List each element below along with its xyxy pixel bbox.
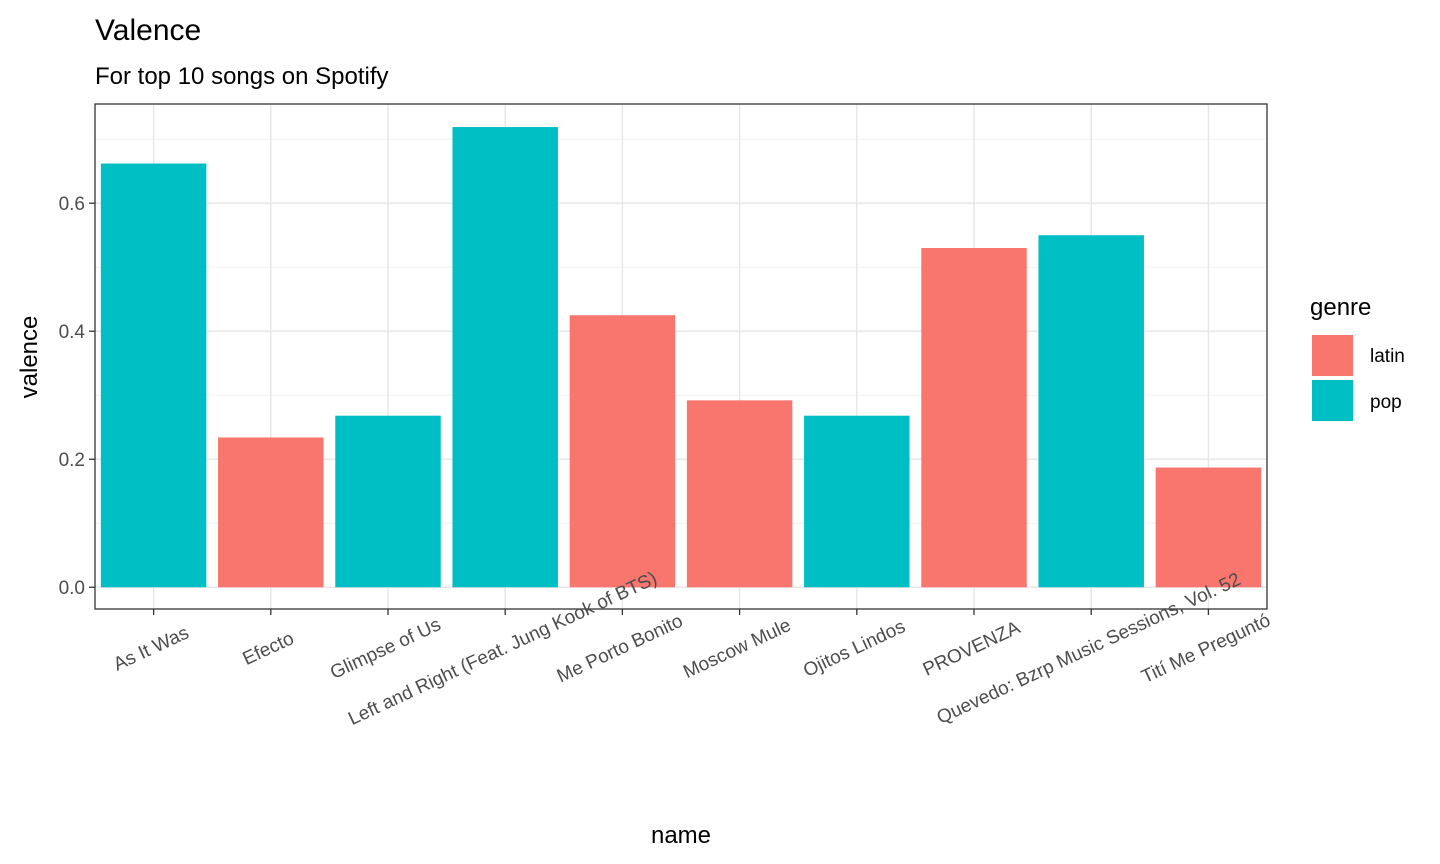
x-tick-label: Ojitos Lindos [800, 616, 908, 681]
y-tick-label: 0.2 [59, 450, 85, 471]
x-tick-label: Moscow Mule [680, 615, 794, 683]
y-tick-label: 0.0 [59, 578, 85, 599]
bar-pop [1038, 235, 1144, 588]
bar-latin [218, 437, 324, 588]
x-tick-label: PROVENZA [920, 617, 1024, 680]
bar-pop [100, 163, 207, 588]
legend-item-pop: pop [1311, 379, 1402, 422]
bar-latin [569, 315, 676, 588]
x-tick-label: As It Was [110, 622, 192, 675]
chart-title: Valence [95, 14, 201, 47]
legend-key-latin [1312, 335, 1353, 376]
bar-pop [452, 127, 558, 588]
chart-subtitle: For top 10 songs on Spotify [95, 63, 389, 90]
y-axis-title: valence [16, 316, 43, 399]
x-axis-title: name [651, 822, 711, 849]
plot-border [94, 103, 1268, 610]
legend-key-pop [1312, 380, 1353, 421]
bar-pop [804, 415, 910, 588]
bar-latin [1155, 467, 1262, 588]
bar-latin [921, 248, 1027, 588]
bar-pop [335, 415, 441, 588]
bars [100, 127, 1262, 588]
legend-title: genre [1310, 294, 1371, 321]
bar-latin [686, 400, 793, 588]
y-tick-label: 0.4 [59, 322, 86, 343]
legend: genre latin pop [1310, 294, 1405, 422]
y-tick-label: 0.6 [59, 194, 85, 215]
y-axis: 0.0 0.2 0.4 0.6 [59, 194, 95, 599]
legend-label-pop: pop [1370, 392, 1402, 413]
legend-item-latin: latin [1311, 334, 1405, 377]
x-tick-label: Efecto [240, 628, 298, 670]
legend-label-latin: latin [1370, 346, 1405, 367]
